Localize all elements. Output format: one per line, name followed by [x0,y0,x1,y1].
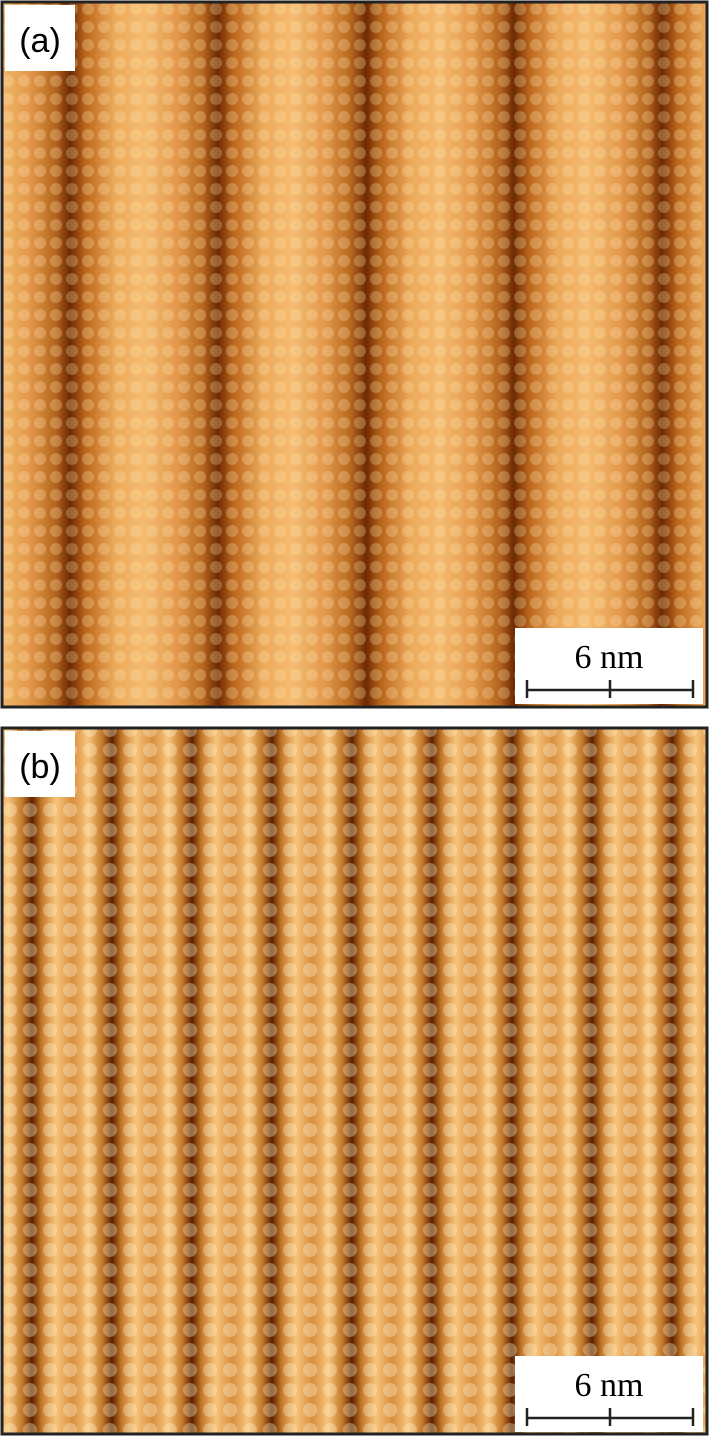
atomic-texture [2,2,707,707]
atomic-texture [2,728,707,1434]
scale-bar-label: 6 nm [575,639,644,676]
panel-label: (a) [19,22,61,60]
label-box [5,731,75,797]
scale-bar-label: 6 nm [575,1367,644,1404]
scale-bar [525,1408,695,1426]
scale-bar [525,680,695,698]
panel-b: (b) 6 nm [0,726,709,1436]
panel-label: (b) [19,748,61,786]
label-box [5,5,75,71]
panel-a: (a) 6 nm [0,0,709,709]
panel-border [0,0,709,709]
panel-border [0,726,709,1436]
